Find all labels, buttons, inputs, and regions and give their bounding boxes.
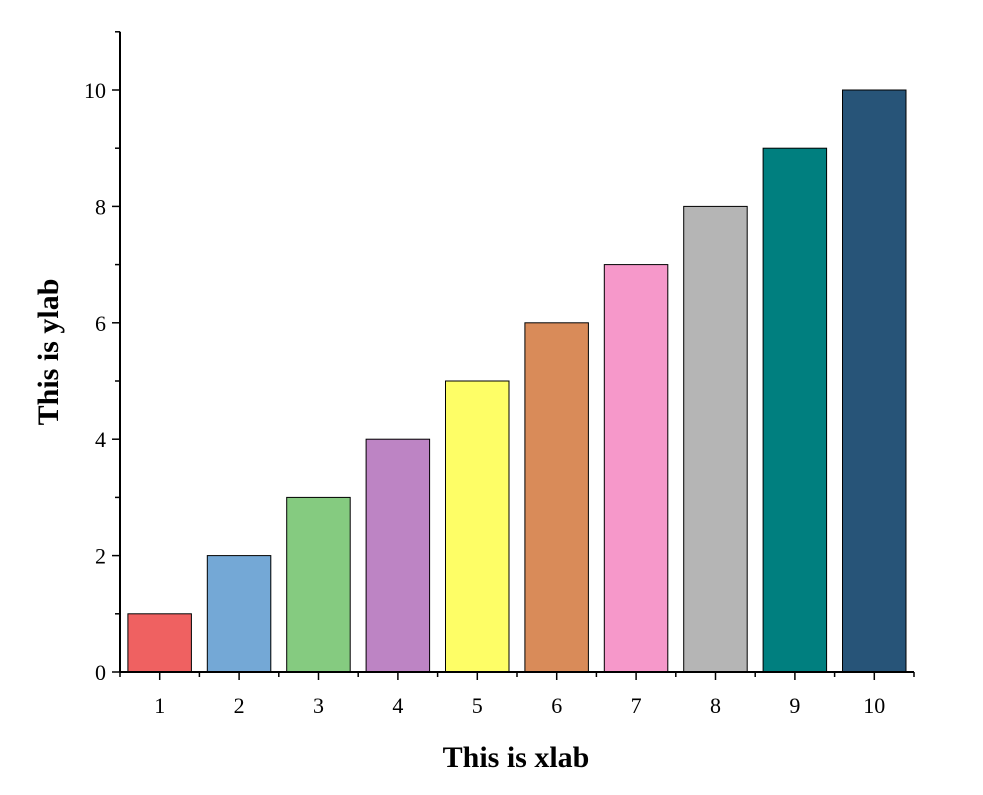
axes-group — [112, 31, 915, 680]
y-tick-label-2: 2 — [95, 544, 106, 569]
bars-group — [127, 89, 907, 673]
y-tick-label-8: 8 — [95, 194, 106, 219]
x-tick-label-10: 10 — [863, 693, 885, 718]
bar-5 — [445, 380, 510, 673]
bar-3 — [286, 496, 351, 673]
x-tick-label-1: 1 — [154, 693, 165, 718]
x-tick-label-8: 8 — [710, 693, 721, 718]
x-tick-label-6: 6 — [551, 693, 562, 718]
bar-1 — [127, 613, 192, 673]
bar-6 — [524, 322, 589, 673]
x-tick-label-9: 9 — [789, 693, 800, 718]
bar-4 — [365, 438, 431, 673]
bar-9 — [762, 147, 828, 673]
y-axis-title: This is ylab — [32, 279, 65, 426]
bar-10 — [842, 89, 907, 673]
x-tick-label-2: 2 — [234, 693, 245, 718]
y-tick-label-6: 6 — [95, 311, 106, 336]
x-tick-label-4: 4 — [392, 693, 403, 718]
y-tick-labels: 0 2 4 6 8 10 — [84, 78, 106, 685]
x-tick-label-5: 5 — [472, 693, 483, 718]
x-axis-title: This is xlab — [443, 741, 590, 774]
y-tick-label-4: 4 — [95, 427, 106, 452]
bar-2 — [206, 555, 272, 673]
y-tick-label-10: 10 — [84, 78, 106, 103]
bar-8 — [683, 205, 748, 673]
x-tick-labels: 1 2 3 4 5 6 7 8 9 10 — [154, 693, 885, 718]
x-tick-label-7: 7 — [631, 693, 642, 718]
x-tick-label-3: 3 — [313, 693, 324, 718]
y-tick-label-0: 0 — [95, 660, 106, 685]
bar-7 — [603, 264, 669, 673]
